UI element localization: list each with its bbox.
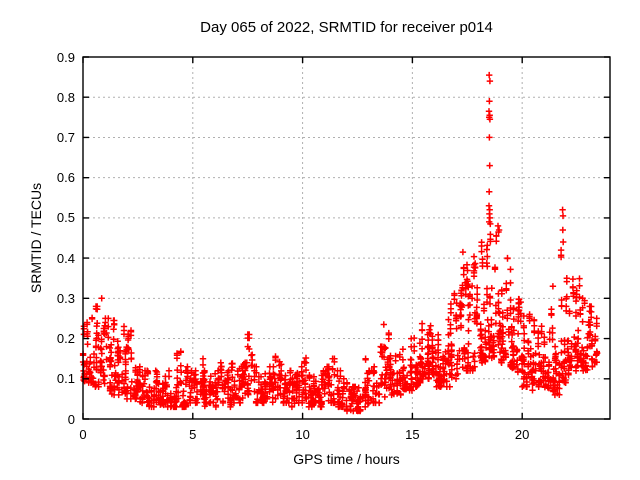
axes-and-ticks [82,56,611,420]
x-axis-label: GPS time / hours [293,451,400,467]
x-tick-label: 20 [514,427,530,442]
chart-title: Day 065 of 2022, SRMTID for receiver p01… [200,19,493,36]
y-tick-label: 0.7 [56,129,75,145]
y-tick-label: 0.9 [56,49,75,65]
y-tick-label: 0.3 [56,290,75,306]
x-tick-label: 5 [189,427,197,442]
y-tick-label: 0.1 [56,371,75,387]
y-tick-label: 0.4 [56,250,75,266]
y-tick-label: 0.5 [56,210,75,226]
x-tick-label: 0 [79,427,87,442]
y-tick-label: 0.8 [56,89,75,105]
y-tick-label: 0 [67,411,75,427]
y-tick-label: 0.2 [56,331,75,347]
x-tick-label: 15 [405,427,420,442]
x-tick-label: 10 [295,427,310,442]
scatter-points [79,71,601,415]
y-tick-label: 0.6 [56,170,75,186]
